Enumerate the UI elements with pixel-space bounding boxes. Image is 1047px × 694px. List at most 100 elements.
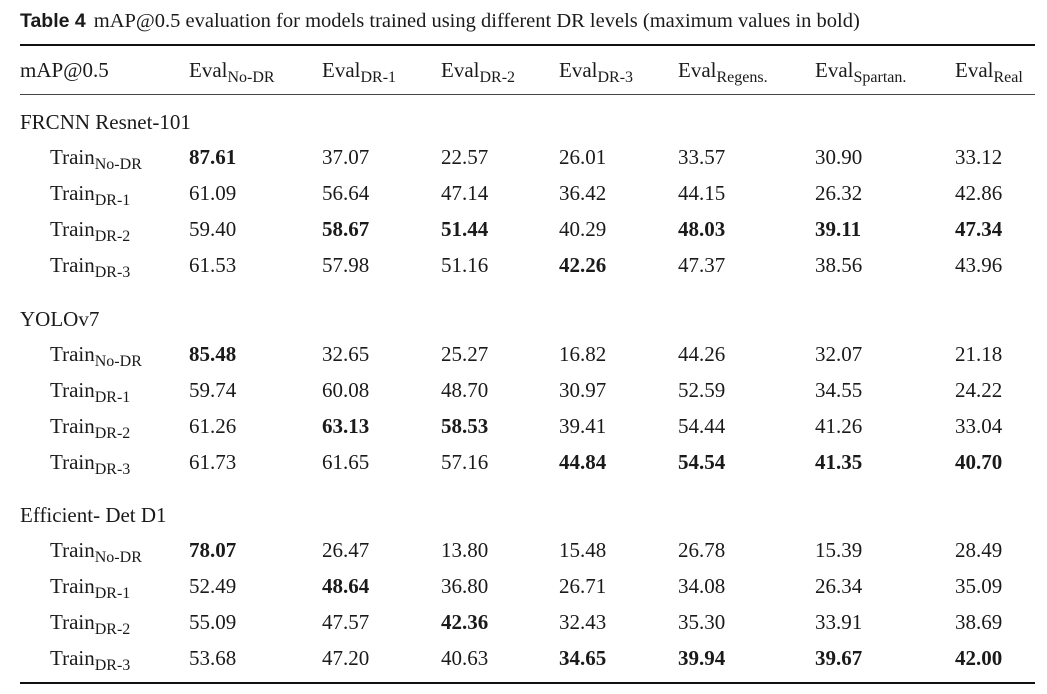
row-label-sub: DR-3 (94, 264, 131, 281)
table-cell: 55.09 (189, 610, 237, 634)
table-cell: 33.57 (678, 145, 726, 169)
row-label-sub: No-DR (94, 549, 142, 566)
row-label: TrainDR-1 (50, 181, 130, 209)
row-label-base: Train (50, 342, 95, 366)
header-first-cell: mAP@0.5 (20, 58, 109, 82)
table-cell: 59.74 (189, 378, 237, 402)
table-cell: 52.49 (189, 574, 237, 598)
table-cell: 40.29 (559, 217, 607, 241)
row-label: TrainDR-2 (50, 217, 130, 245)
row-label-sub: DR-2 (94, 425, 131, 442)
table-cell: 25.27 (441, 342, 489, 366)
row-label-sub: DR-3 (94, 461, 131, 478)
table-cell: 63.13 (322, 414, 370, 438)
row-label: TrainDR-2 (50, 414, 130, 442)
table-cell: 44.26 (678, 342, 726, 366)
table-cell: 47.57 (322, 610, 370, 634)
table-cell: 13.80 (441, 538, 489, 562)
table-cell: 42.00 (955, 646, 1003, 670)
row-label-sub: No-DR (94, 353, 142, 370)
table-cell: 26.32 (815, 181, 863, 205)
header-col-7-sub: Real (993, 69, 1023, 86)
table-cell: 85.48 (189, 342, 237, 366)
header-col-1-sub: No-DR (227, 69, 275, 86)
group-heading: FRCNN Resnet-101 (20, 110, 191, 134)
table-cell: 28.49 (955, 538, 1003, 562)
table-cell: 47.37 (678, 253, 726, 277)
table-cell: 33.91 (815, 610, 863, 634)
header-col-5-sub: Regens. (716, 69, 768, 86)
table-cell: 34.65 (559, 646, 607, 670)
header-col-5: EvalRegens. (678, 58, 768, 86)
row-label: TrainDR-2 (50, 610, 130, 638)
table-cell: 24.22 (955, 378, 1003, 402)
table-cell: 26.71 (559, 574, 607, 598)
row-label-base: Train (50, 450, 95, 474)
table-cell: 54.54 (678, 450, 726, 474)
header-col-6-sub: Spartan. (853, 69, 907, 86)
row-label: TrainNo-DR (50, 538, 142, 566)
row-label-base: Train (50, 646, 95, 670)
table-cell: 39.94 (678, 646, 726, 670)
row-label-sub: DR-2 (94, 228, 131, 245)
table-cell: 58.53 (441, 414, 489, 438)
row-label-base: Train (50, 145, 95, 169)
table-cell: 47.14 (441, 181, 489, 205)
header-col-6-base: Eval (815, 58, 854, 82)
row-label: TrainDR-3 (50, 646, 130, 674)
table-cell: 42.36 (441, 610, 489, 634)
header-col-2-sub: DR-1 (360, 69, 397, 86)
table-cell: 26.78 (678, 538, 726, 562)
row-label: TrainDR-1 (50, 574, 130, 602)
table-cell: 38.56 (815, 253, 863, 277)
table-cell: 35.09 (955, 574, 1003, 598)
row-label: TrainDR-1 (50, 378, 130, 406)
row-label-base: Train (50, 538, 95, 562)
table-cell: 15.39 (815, 538, 863, 562)
table-cell: 32.43 (559, 610, 607, 634)
top-rule (20, 44, 1035, 46)
table-cell: 39.41 (559, 414, 607, 438)
row-label-base: Train (50, 610, 95, 634)
table-cell: 42.26 (559, 253, 607, 277)
header-col-1-base: Eval (189, 58, 228, 82)
row-label: TrainNo-DR (50, 342, 142, 370)
table-cell: 40.70 (955, 450, 1003, 474)
table-cell: 36.80 (441, 574, 489, 598)
table-cell: 37.07 (322, 145, 370, 169)
table-cell: 39.67 (815, 646, 863, 670)
header-col-7-base: Eval (955, 58, 994, 82)
table-cell: 26.01 (559, 145, 607, 169)
header-col-4-sub: DR-3 (597, 69, 634, 86)
table-cell: 47.34 (955, 217, 1003, 241)
header-col-2-base: Eval (322, 58, 361, 82)
row-label-sub: DR-1 (94, 389, 131, 406)
table-cell: 30.97 (559, 378, 607, 402)
table-cell: 26.47 (322, 538, 370, 562)
row-label-base: Train (50, 414, 95, 438)
table-cell: 61.26 (189, 414, 237, 438)
table-cell: 40.63 (441, 646, 489, 670)
table-cell: 56.64 (322, 181, 370, 205)
header-rule (20, 94, 1035, 95)
table-cell: 41.26 (815, 414, 863, 438)
table-cell: 42.86 (955, 181, 1003, 205)
table-cell: 51.44 (441, 217, 489, 241)
table-caption: Table 4 mAP@0.5 evaluation for models tra… (20, 10, 860, 33)
table-cell: 53.68 (189, 646, 237, 670)
row-label-base: Train (50, 378, 95, 402)
table-cell: 38.69 (955, 610, 1003, 634)
table-cell: 33.12 (955, 145, 1003, 169)
table-cell: 22.57 (441, 145, 489, 169)
caption-text: mAP@0.5 evaluation for models trained us… (93, 10, 860, 32)
table-cell: 34.08 (678, 574, 726, 598)
row-label-base: Train (50, 217, 95, 241)
row-label-sub: DR-1 (94, 192, 131, 209)
table-cell: 34.55 (815, 378, 863, 402)
table-cell: 44.15 (678, 181, 726, 205)
header-col-3-base: Eval (441, 58, 480, 82)
row-label-base: Train (50, 181, 95, 205)
table-cell: 41.35 (815, 450, 863, 474)
table-cell: 16.82 (559, 342, 607, 366)
header-col-3-sub: DR-2 (479, 69, 516, 86)
